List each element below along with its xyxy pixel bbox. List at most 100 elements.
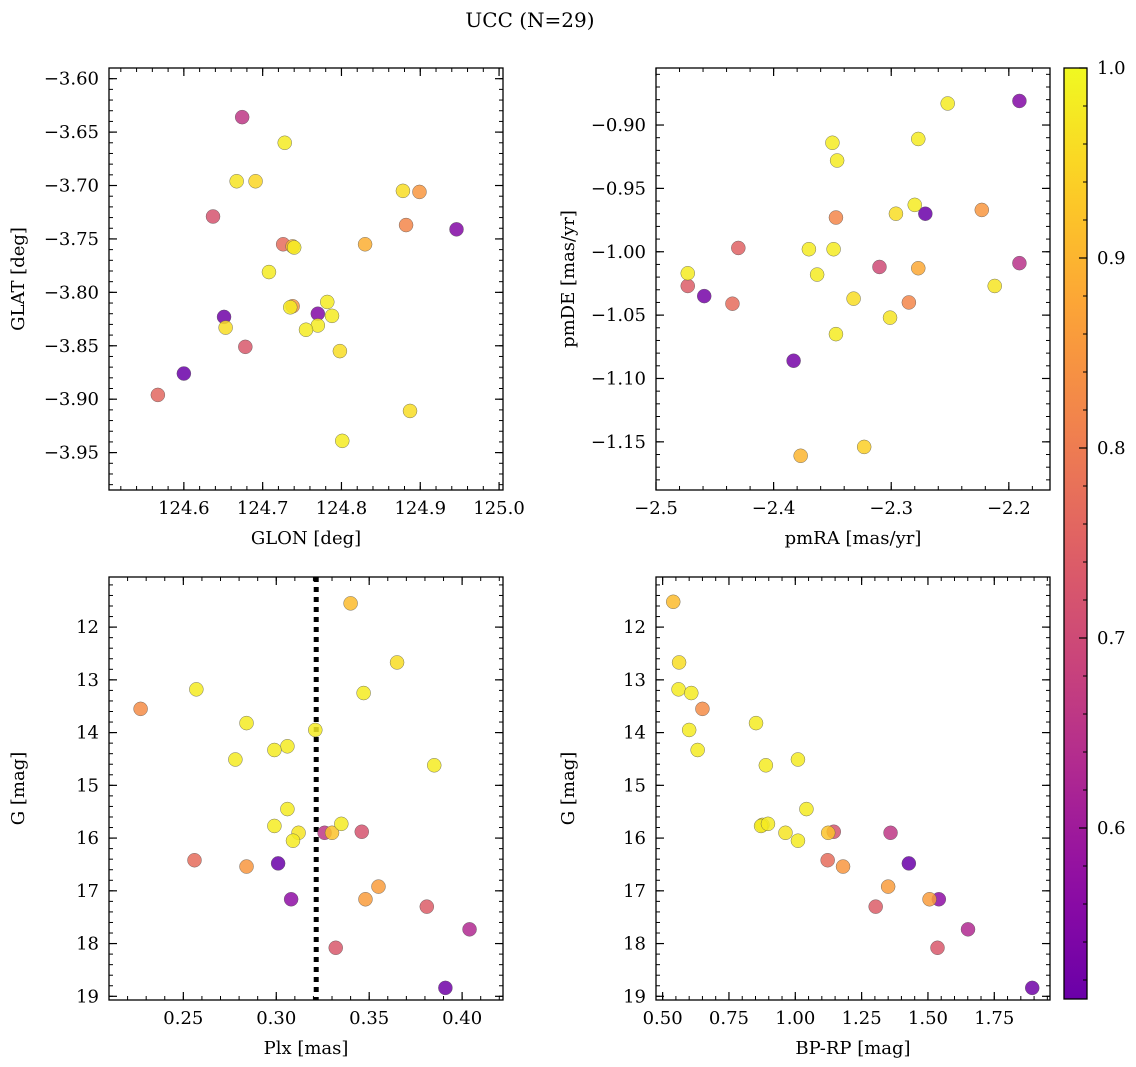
y-tick-label: 18 xyxy=(76,934,99,955)
y-tick-label: 17 xyxy=(623,881,646,902)
data-point xyxy=(280,801,295,817)
data-point xyxy=(901,856,917,871)
data-point xyxy=(335,433,350,449)
data-point xyxy=(856,439,872,455)
data-point xyxy=(389,655,405,670)
data-point xyxy=(412,184,427,200)
data-point xyxy=(320,294,335,310)
y-tick-label: 17 xyxy=(76,881,99,902)
data-point xyxy=(725,296,740,311)
y-tick-label: 13 xyxy=(76,670,99,691)
data-point xyxy=(671,655,687,670)
data-point xyxy=(974,202,989,218)
panel-1: 124.6 124.7 124.8 124.9 125.0 −3.95 −3.90 −3.85… xyxy=(8,67,525,549)
y-tick-label: −3.75 xyxy=(44,229,99,250)
data-point xyxy=(880,879,896,894)
points xyxy=(666,594,1040,996)
data-point xyxy=(354,824,369,839)
data-point xyxy=(324,308,340,324)
data-point xyxy=(286,240,302,255)
x-tick-label: −2.2 xyxy=(987,498,1031,519)
data-point xyxy=(280,739,295,754)
data-point xyxy=(960,922,976,937)
panel-4: 0.50 0.75 1.00 1.25 1.50 1.75 12 13 14 15 16 17 18 19… xyxy=(558,576,1051,1059)
data-point xyxy=(911,261,926,276)
data-point xyxy=(419,899,435,914)
data-point xyxy=(270,856,286,871)
data-point xyxy=(793,448,808,463)
data-point xyxy=(133,701,148,717)
colorbar-tick-label: 1.0 xyxy=(1097,58,1126,79)
y-tick-label: −0.90 xyxy=(591,115,646,136)
colorbar-tick-label: 0.9 xyxy=(1097,248,1126,269)
data-point xyxy=(666,594,681,609)
panel-3: 0.25 0.30 0.35 0.40 12 13 14 15 16 17 18 19 Plx [mas… xyxy=(8,576,504,1059)
points xyxy=(150,109,464,449)
x-axis-label: pmRA [mas/yr] xyxy=(785,528,922,549)
data-point xyxy=(328,940,343,955)
data-point xyxy=(1025,980,1040,996)
y-tick-label: −1.05 xyxy=(591,305,646,326)
y-axis-label: pmDE [mas/yr] xyxy=(558,210,579,348)
y-tick-label: −3.95 xyxy=(44,443,99,464)
data-point xyxy=(690,742,705,758)
data-point xyxy=(846,291,861,306)
data-point xyxy=(427,758,442,773)
data-point xyxy=(324,825,340,841)
axes-frame xyxy=(108,576,504,1001)
data-point xyxy=(462,922,477,937)
y-tick-label: 18 xyxy=(623,934,646,955)
y-tick-label: 14 xyxy=(76,723,99,744)
data-point xyxy=(277,135,292,150)
axes-frame xyxy=(108,67,504,491)
data-point xyxy=(234,109,250,125)
data-point xyxy=(283,892,299,907)
y-tick-label: −1.00 xyxy=(591,242,646,263)
data-point xyxy=(261,264,277,280)
y-tick-label: 19 xyxy=(76,986,99,1007)
data-point xyxy=(357,237,373,252)
data-point xyxy=(758,758,774,773)
data-point xyxy=(267,742,282,758)
data-point xyxy=(868,899,883,914)
data-point xyxy=(695,701,710,717)
y-tick-label: −3.65 xyxy=(44,122,99,143)
y-axis-label: G [mag] xyxy=(8,752,29,825)
x-tick-label: 0.30 xyxy=(256,1008,296,1029)
x-tick-label: −2.5 xyxy=(634,498,678,519)
x-tick-label: −2.4 xyxy=(752,498,796,519)
data-point xyxy=(1012,255,1027,271)
x-tick-label: 124.9 xyxy=(394,498,446,519)
data-point xyxy=(829,153,845,168)
data-point xyxy=(918,206,933,221)
colorbar: 0.6 0.7 0.8 0.9 1.0 xyxy=(1063,58,1126,1000)
points xyxy=(680,93,1027,463)
data-point xyxy=(189,682,204,697)
x-tick-label: 124.8 xyxy=(316,498,368,519)
data-point xyxy=(911,131,926,147)
ticks xyxy=(109,577,503,1000)
y-axis-label: G [mag] xyxy=(558,752,579,825)
y-tick-label: 12 xyxy=(76,617,99,638)
y-tick-label: −3.85 xyxy=(44,336,99,357)
data-point xyxy=(778,825,793,841)
data-point xyxy=(438,980,453,996)
colorbar-frame xyxy=(1063,67,1088,1000)
data-point xyxy=(239,715,254,731)
data-point xyxy=(176,366,192,381)
data-point xyxy=(940,96,955,111)
data-point xyxy=(825,135,840,150)
data-point xyxy=(872,259,887,275)
data-point xyxy=(801,242,817,257)
x-tick-label: 1.00 xyxy=(775,1008,815,1029)
y-tick-label: 16 xyxy=(623,828,646,849)
x-tick-label: −2.3 xyxy=(869,498,913,519)
x-tick-label: 0.35 xyxy=(349,1008,389,1029)
data-point xyxy=(218,320,233,335)
x-axis-label: BP-RP [mag] xyxy=(795,1038,910,1059)
data-point xyxy=(760,816,776,832)
data-point xyxy=(987,278,1002,294)
data-point xyxy=(786,353,801,368)
y-tick-label: 12 xyxy=(623,617,646,638)
